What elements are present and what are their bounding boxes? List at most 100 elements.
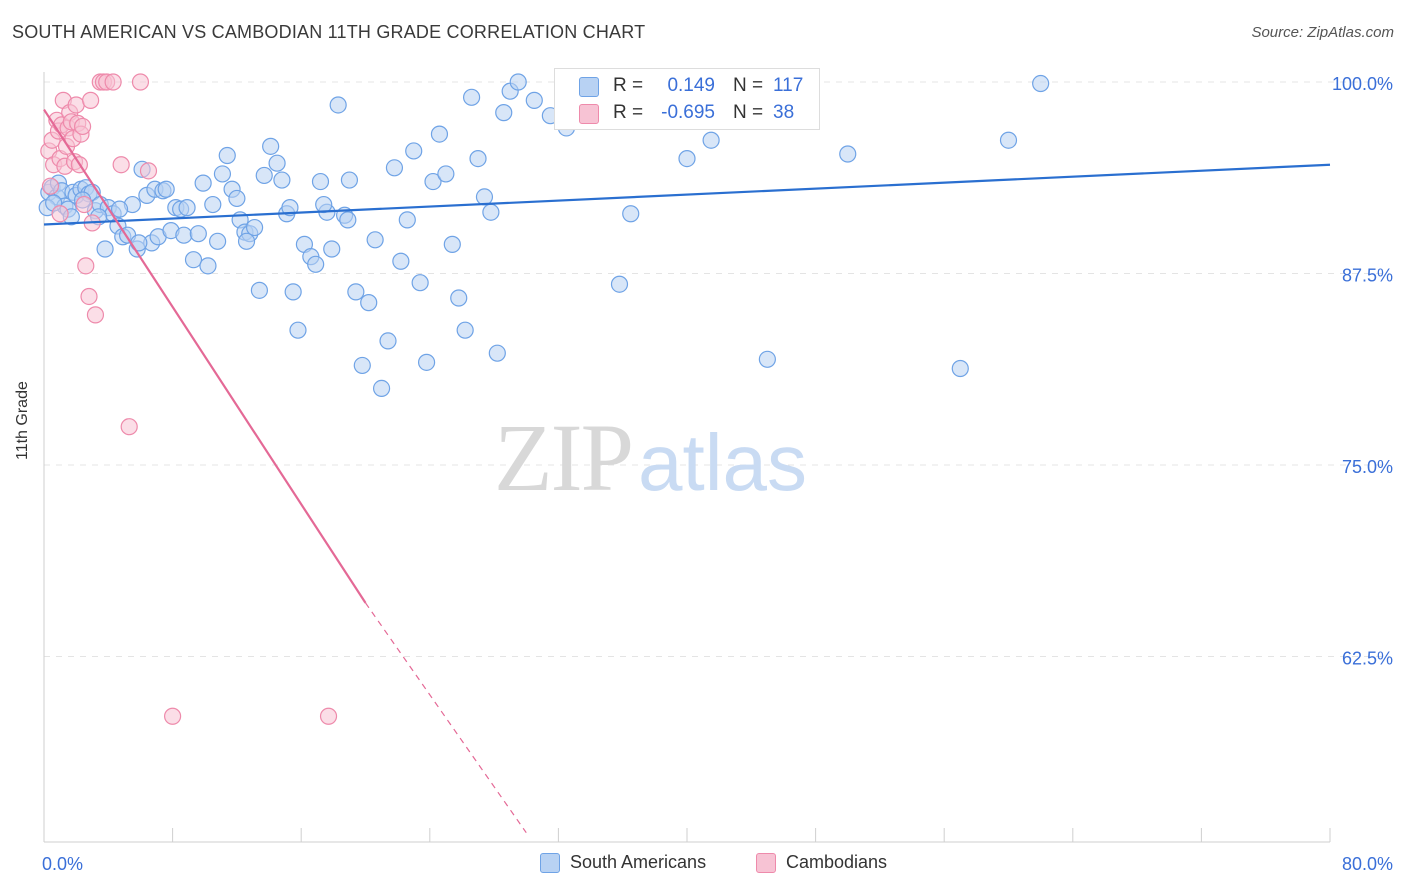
trend-line-south-americans (43, 163, 1331, 226)
data-point-south-american (340, 171, 359, 189)
data-point-south-american (268, 154, 286, 172)
data-point-south-american (622, 205, 640, 223)
data-point-south-american (610, 275, 629, 293)
watermark: ZIP atlas (494, 404, 807, 511)
n-label: N = (733, 75, 764, 96)
data-point-cambodian (104, 73, 122, 91)
data-point-south-american (758, 350, 776, 368)
data-point-south-american (430, 125, 449, 143)
data-point-south-american (424, 172, 442, 191)
data-point-south-american (110, 200, 129, 218)
r-label: R = (613, 75, 644, 96)
data-point-cambodian (41, 177, 60, 195)
data-point-south-american (702, 131, 720, 149)
data-point-south-american (178, 199, 196, 217)
n-label: N = (733, 102, 764, 123)
r-value: 0.149 (667, 75, 715, 96)
data-point-south-american (360, 294, 378, 312)
data-point-south-american (237, 232, 256, 250)
data-point-south-american (475, 188, 494, 206)
legend-swatch-blue (540, 852, 560, 873)
data-point-south-american (405, 142, 423, 160)
y-tick-labels: 62.5% 75.0% 87.5% 100.0% (1332, 74, 1393, 669)
data-point-south-american (411, 274, 429, 292)
data-point-cambodian (77, 257, 95, 275)
data-point-south-american (450, 289, 468, 307)
y-tick-label: 100.0% (1332, 74, 1393, 94)
data-point-cambodian (82, 91, 100, 109)
data-point-south-american (392, 252, 410, 270)
data-point-cambodian (164, 707, 182, 725)
grid-lines (44, 81, 1390, 657)
data-point-cambodian (67, 96, 85, 114)
data-point-south-american (157, 180, 175, 198)
data-point-south-american (311, 172, 330, 191)
legend: South Americans Cambodians (0, 852, 1406, 878)
stats-row-south-americans: R = 0.149 N = 117 (555, 73, 821, 101)
source-label: Source: ZipAtlas.com (1251, 24, 1394, 41)
data-point-south-american (273, 171, 291, 189)
data-point-south-american (213, 165, 232, 183)
data-point-south-american (678, 150, 696, 168)
n-value: 38 (773, 102, 795, 123)
svg-text:ZIP: ZIP (494, 404, 632, 511)
y-tick-label: 62.5% (1342, 649, 1393, 669)
data-point-south-american (366, 231, 384, 249)
data-point-south-american (204, 195, 222, 214)
data-point-cambodian (319, 707, 338, 725)
n-value: 117 (773, 75, 804, 96)
data-point-south-american (209, 232, 227, 250)
stats-row-cambodians: R = -0.695 N = 38 (555, 100, 821, 128)
data-point-south-american (307, 255, 325, 273)
data-point-south-american (437, 165, 455, 183)
data-point-south-american (372, 379, 391, 397)
stats-box: R = 0.149 N = 117 R = -0.695 N = 38 (554, 68, 820, 130)
trend-line-cambodians-extension (365, 602, 527, 834)
x-tick-labels: 0.0% 80.0% (42, 854, 1393, 874)
data-point-south-american (385, 159, 404, 177)
data-point-south-american (525, 91, 543, 109)
data-point-south-american (417, 353, 436, 371)
legend-item-cambodians[interactable]: Cambodians (756, 852, 887, 873)
y-tick-label: 87.5% (1342, 266, 1393, 286)
data-point-south-american (951, 359, 969, 378)
data-point-south-american (488, 344, 506, 362)
data-point-cambodian (131, 73, 150, 91)
data-point-south-american (347, 283, 365, 301)
data-point-south-american (462, 88, 481, 106)
data-point-south-american (329, 96, 347, 114)
r-value: -0.695 (661, 102, 715, 123)
data-point-south-american (218, 146, 236, 165)
legend-label: Cambodians (786, 852, 888, 872)
data-point-south-american (482, 203, 500, 221)
trend-lines (43, 108, 1331, 834)
x-tick-label: 80.0% (1342, 854, 1393, 874)
blue-swatch (579, 77, 599, 97)
data-point-south-american (189, 225, 207, 243)
x-tick-label: 0.0% (42, 854, 83, 874)
data-point-south-american (379, 332, 397, 350)
series-south-americans (38, 73, 1050, 397)
legend-swatch-pink (756, 852, 776, 873)
data-point-cambodian (73, 117, 92, 136)
data-point-south-american (284, 283, 302, 301)
data-point-south-american (839, 145, 857, 163)
data-point-cambodian (86, 306, 105, 324)
chart-title: SOUTH AMERICAN VS CAMBODIAN 11TH GRADE C… (12, 22, 646, 42)
data-point-south-american (96, 240, 114, 258)
data-point-south-american (194, 174, 212, 192)
data-point-south-american (495, 104, 513, 122)
data-point-south-american (339, 211, 357, 229)
data-point-cambodian (139, 162, 158, 180)
data-point-cambodian (120, 418, 138, 436)
pink-swatch (579, 104, 599, 124)
data-point-south-american (262, 137, 280, 155)
data-point-cambodian (51, 205, 69, 223)
data-point-south-american (469, 150, 487, 168)
data-point-south-american (175, 226, 193, 244)
data-point-south-american (353, 356, 371, 375)
trend-line-cambodians (43, 108, 367, 604)
data-point-south-american (289, 321, 307, 339)
data-point-south-american (443, 235, 461, 253)
legend-item-south-americans[interactable]: South Americans (540, 852, 706, 873)
